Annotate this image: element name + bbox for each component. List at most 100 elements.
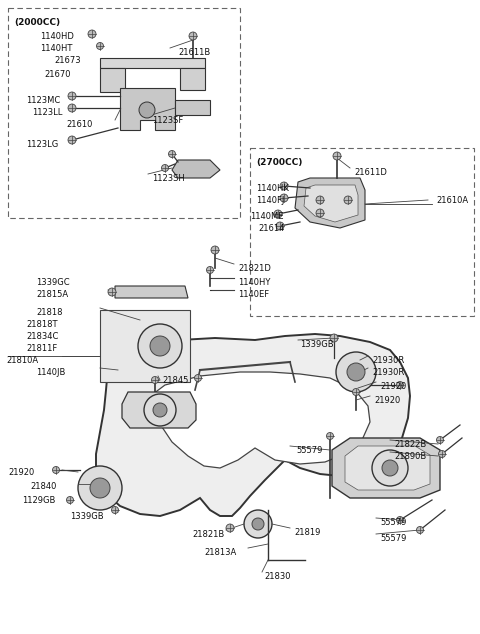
Polygon shape: [122, 392, 196, 428]
Text: 21821B: 21821B: [192, 530, 224, 539]
Circle shape: [396, 382, 404, 389]
Circle shape: [333, 152, 341, 160]
Circle shape: [280, 182, 288, 190]
Polygon shape: [175, 100, 210, 115]
Circle shape: [372, 450, 408, 486]
Circle shape: [67, 496, 73, 503]
Text: 21890B: 21890B: [394, 452, 426, 461]
Text: 1123LG: 1123LG: [26, 140, 58, 149]
Circle shape: [352, 389, 360, 396]
Text: (2000CC): (2000CC): [14, 18, 60, 27]
Circle shape: [111, 507, 119, 514]
Text: 21920: 21920: [8, 468, 34, 477]
Polygon shape: [115, 286, 188, 298]
Text: 21830: 21830: [264, 572, 290, 581]
Text: 21821D: 21821D: [238, 264, 271, 273]
Text: 1140HT: 1140HT: [40, 44, 72, 53]
Circle shape: [439, 451, 445, 458]
Text: 21673: 21673: [54, 56, 81, 65]
Text: 21930R: 21930R: [372, 368, 404, 377]
Polygon shape: [345, 446, 430, 490]
Text: 21611D: 21611D: [354, 168, 387, 177]
Circle shape: [68, 92, 76, 100]
Circle shape: [153, 403, 167, 417]
Circle shape: [168, 150, 176, 157]
Polygon shape: [295, 178, 365, 228]
Text: 21845: 21845: [162, 376, 188, 385]
Text: 1129GB: 1129GB: [22, 496, 55, 505]
Circle shape: [211, 246, 219, 254]
Circle shape: [138, 324, 182, 368]
Polygon shape: [100, 68, 125, 92]
Polygon shape: [96, 334, 410, 516]
Circle shape: [344, 196, 352, 204]
Circle shape: [108, 288, 116, 296]
Text: 21819: 21819: [294, 528, 320, 537]
Circle shape: [396, 517, 404, 524]
Circle shape: [274, 210, 282, 218]
Text: 1140HY: 1140HY: [238, 278, 270, 287]
Text: 1123MC: 1123MC: [26, 96, 60, 105]
Text: 1123LL: 1123LL: [32, 108, 62, 117]
Text: 21920: 21920: [380, 382, 406, 391]
Text: 21811F: 21811F: [26, 344, 57, 353]
Text: 21818T: 21818T: [26, 320, 58, 329]
Circle shape: [68, 104, 76, 112]
Polygon shape: [145, 372, 370, 468]
Circle shape: [68, 136, 76, 144]
Circle shape: [382, 460, 398, 476]
Circle shape: [417, 526, 423, 533]
Text: 1140EF: 1140EF: [238, 290, 269, 299]
Circle shape: [244, 510, 272, 538]
Text: 21611B: 21611B: [178, 48, 210, 57]
Circle shape: [144, 394, 176, 426]
Circle shape: [139, 102, 155, 118]
Text: 1140JB: 1140JB: [36, 368, 65, 377]
Text: 21920: 21920: [374, 396, 400, 405]
Circle shape: [96, 42, 104, 49]
Polygon shape: [120, 88, 175, 130]
Text: 1140ME: 1140ME: [250, 212, 284, 221]
Circle shape: [52, 467, 60, 474]
Text: 21930R: 21930R: [372, 356, 404, 365]
Text: 21822B: 21822B: [394, 440, 426, 449]
Text: 21670: 21670: [44, 70, 71, 79]
Circle shape: [326, 432, 334, 439]
Circle shape: [152, 377, 158, 384]
Text: 21813A: 21813A: [204, 548, 236, 557]
Polygon shape: [100, 58, 205, 68]
Circle shape: [336, 352, 376, 392]
Circle shape: [226, 524, 234, 532]
Text: 21840: 21840: [30, 482, 56, 491]
Circle shape: [88, 30, 96, 38]
Circle shape: [206, 266, 214, 273]
Circle shape: [316, 196, 324, 204]
Text: 21815A: 21815A: [36, 290, 68, 299]
Text: 21610: 21610: [66, 120, 92, 129]
Text: 21610A: 21610A: [436, 196, 468, 205]
Text: 1123SF: 1123SF: [152, 116, 183, 125]
Circle shape: [280, 194, 288, 202]
Text: 1339GB: 1339GB: [70, 512, 104, 521]
Text: 21810A: 21810A: [6, 356, 38, 365]
Bar: [250, 148, 474, 316]
Text: 1339GB: 1339GB: [300, 340, 334, 349]
Circle shape: [150, 336, 170, 356]
Text: 55579: 55579: [296, 446, 323, 455]
Text: 1140HK: 1140HK: [256, 184, 289, 193]
Circle shape: [252, 518, 264, 530]
Circle shape: [316, 209, 324, 217]
Text: 1140HD: 1140HD: [40, 32, 74, 41]
Bar: [100, 310, 190, 382]
Circle shape: [90, 478, 110, 498]
Polygon shape: [180, 68, 205, 90]
Text: 21834C: 21834C: [26, 332, 59, 341]
Text: 55579: 55579: [380, 534, 407, 543]
Circle shape: [347, 363, 365, 381]
Circle shape: [194, 375, 202, 382]
Circle shape: [330, 334, 338, 342]
Circle shape: [436, 436, 444, 444]
Polygon shape: [332, 438, 440, 498]
Polygon shape: [304, 185, 358, 222]
Circle shape: [78, 466, 122, 510]
